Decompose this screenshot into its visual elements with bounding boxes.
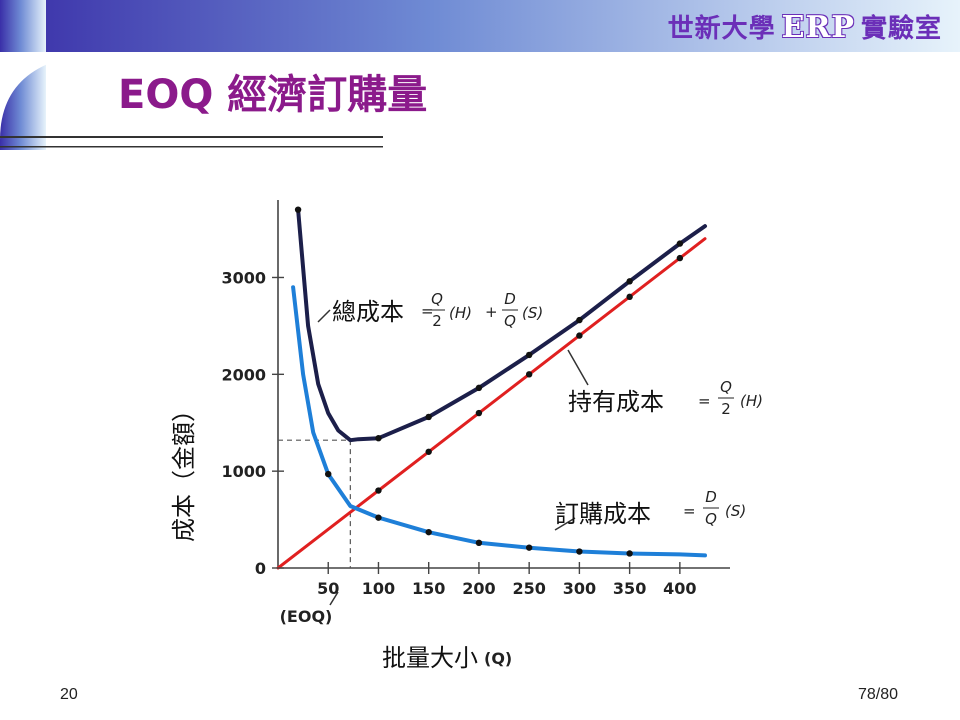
data-point bbox=[525, 371, 533, 378]
data-point bbox=[425, 448, 432, 455]
data-point bbox=[626, 293, 633, 301]
banner-erp-logo: ERP bbox=[781, 10, 855, 45]
data-point bbox=[325, 470, 332, 478]
data-point bbox=[475, 384, 483, 392]
chart-ticks: 0 1000 2000 3000 50 100 150 200 250 300 350 400 bbox=[221, 268, 696, 598]
data-point bbox=[475, 539, 483, 547]
banner-suffix: 實驗室 bbox=[860, 14, 942, 44]
holding-cost-label: 持有成本 bbox=[568, 388, 664, 416]
data-point bbox=[425, 528, 432, 536]
svg-text:(H): (H) bbox=[449, 304, 472, 322]
data-point bbox=[425, 413, 432, 421]
data-point bbox=[576, 548, 583, 555]
data-point bbox=[375, 514, 382, 521]
data-point bbox=[475, 409, 483, 417]
data-point bbox=[375, 435, 382, 442]
x-axis-label: 批量大小 bbox=[382, 644, 478, 672]
eoq-pointer-line bbox=[329, 591, 339, 606]
svg-text:Q: Q bbox=[720, 378, 732, 396]
eoq-label: (EOQ) bbox=[280, 607, 333, 626]
x-tick-label: 300 bbox=[563, 579, 596, 598]
eoq-chart: 0 1000 2000 3000 50 100 150 200 250 300 350 400 成本（… bbox=[170, 200, 763, 672]
svg-text:2: 2 bbox=[721, 400, 731, 418]
y-tick-label: 3000 bbox=[221, 268, 266, 287]
y-axis-label: 成本（金額） bbox=[170, 398, 198, 542]
data-point bbox=[626, 278, 633, 285]
data-point bbox=[576, 316, 583, 324]
y-tick-label: 2000 bbox=[221, 365, 266, 384]
ordering-cost-label: 訂購成本 bbox=[555, 500, 651, 528]
data-point bbox=[676, 254, 684, 262]
x-tick-label: 200 bbox=[462, 579, 495, 598]
svg-text:Q: Q bbox=[504, 312, 516, 330]
data-point bbox=[525, 544, 533, 551]
x-tick-label: 350 bbox=[613, 579, 646, 598]
svg-text:Q: Q bbox=[705, 510, 717, 528]
data-point bbox=[676, 240, 684, 247]
total-cost-annotation: 總成本 = Q 2 (H) + D Q (S) bbox=[317, 290, 543, 330]
x-axis-symbol: (Q) bbox=[484, 649, 512, 668]
svg-text:Q: Q bbox=[431, 290, 443, 308]
banner-title: 世新大學 ERP 實驗室 bbox=[668, 8, 942, 45]
chart-dots bbox=[294, 206, 684, 557]
x-tick-label: 400 bbox=[663, 579, 696, 598]
slide-title: EOQ 經濟訂購量 bbox=[118, 72, 428, 118]
data-point bbox=[525, 351, 533, 359]
holding-cost-line bbox=[276, 237, 707, 570]
svg-text:=: = bbox=[698, 392, 711, 410]
svg-text:(S): (S) bbox=[725, 502, 746, 520]
svg-text:=: = bbox=[683, 502, 696, 520]
data-point bbox=[576, 332, 583, 339]
holding-cost-annotation: 持有成本 = Q 2 (H) bbox=[567, 349, 763, 418]
svg-text:D: D bbox=[705, 488, 717, 506]
banner-prefix: 世新大學 bbox=[667, 14, 776, 44]
x-tick-label: 100 bbox=[362, 579, 395, 598]
svg-text:(H): (H) bbox=[740, 392, 763, 410]
svg-text:=: = bbox=[421, 302, 434, 320]
y-tick-label: 1000 bbox=[221, 462, 266, 481]
x-tick-label: 50 bbox=[317, 579, 339, 598]
data-point bbox=[294, 206, 302, 213]
ordering-cost-annotation: 訂購成本 = D Q (S) bbox=[554, 488, 746, 531]
total-cost-label: 總成本 bbox=[332, 298, 404, 326]
svg-text:2: 2 bbox=[432, 312, 442, 330]
x-tick-label: 250 bbox=[512, 579, 545, 598]
data-point bbox=[375, 487, 382, 494]
svg-text:D: D bbox=[504, 290, 516, 308]
svg-text:+: + bbox=[485, 303, 498, 321]
y-tick-label: 0 bbox=[255, 559, 266, 578]
page-number: 20 bbox=[60, 686, 78, 703]
page-counter: 78/80 bbox=[857, 686, 898, 703]
x-tick-label: 150 bbox=[412, 579, 445, 598]
data-point bbox=[626, 550, 633, 557]
svg-text:(S): (S) bbox=[522, 304, 543, 322]
